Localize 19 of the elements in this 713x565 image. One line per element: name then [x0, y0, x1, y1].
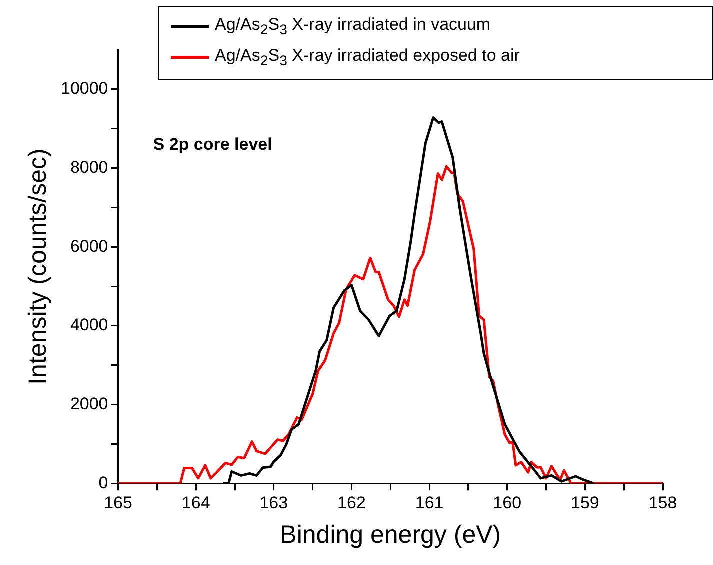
- legend-label: Ag/As$_{2}$S$_{3}$ X-ray irradiated exposed to air: [215, 46, 520, 70]
- x-tick-label: 161: [415, 493, 444, 512]
- legend-label: Ag/As$_{2}$S$_{3}$ X-ray irradiated in vacuum: [215, 14, 491, 38]
- x-axis-title: Binding energy (eV): [280, 520, 502, 549]
- y-axis-title: Intensity (counts/sec): [24, 148, 52, 385]
- x-tick-label: 165: [104, 493, 132, 512]
- x-tick-label: 164: [182, 493, 210, 512]
- annotation: S 2p core level: [153, 135, 272, 155]
- y-tick-label: 6000: [70, 236, 108, 256]
- y-tick-label: 8000: [70, 158, 108, 177]
- y-tick-label: 4000: [70, 316, 108, 335]
- y-tick-label: 2000: [70, 394, 108, 414]
- x-tick-label: 162: [338, 493, 366, 512]
- x-tick-label: 158: [648, 493, 678, 512]
- y-tick-label: 0: [98, 473, 108, 492]
- y-tick-label: 10000: [60, 79, 108, 98]
- x-tick-label: 163: [260, 493, 288, 512]
- x-tick-label: 159: [570, 493, 600, 512]
- x-tick-label: 160: [493, 493, 522, 512]
